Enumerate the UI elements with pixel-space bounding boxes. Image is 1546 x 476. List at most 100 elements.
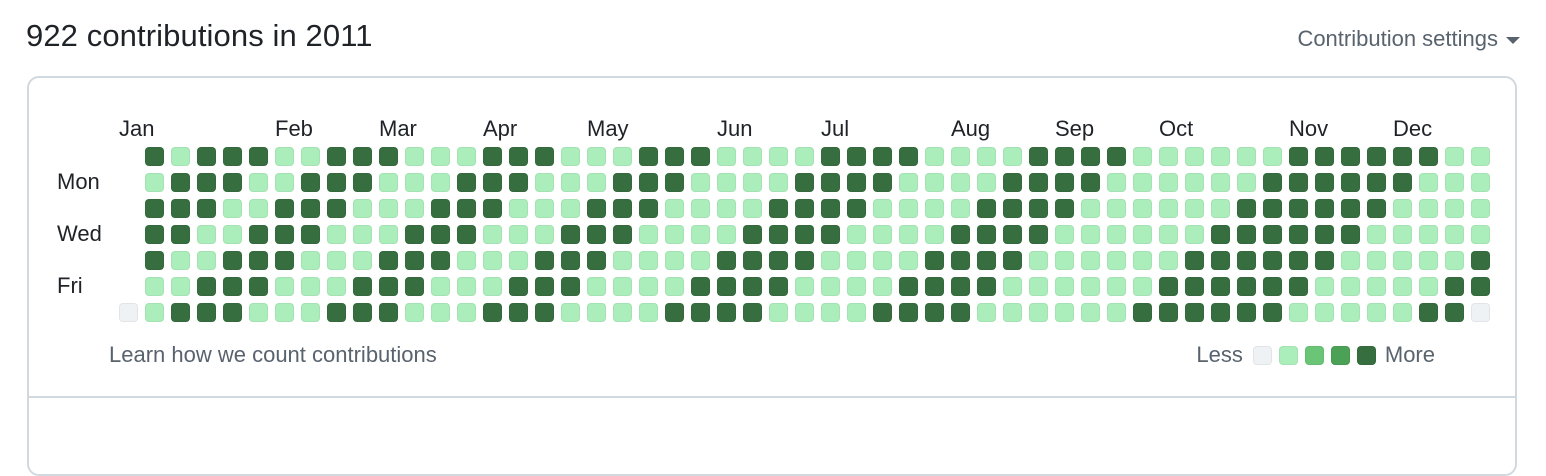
contribution-cell[interactable] bbox=[899, 199, 918, 218]
contribution-cell[interactable] bbox=[1081, 251, 1100, 270]
contribution-cell[interactable] bbox=[509, 251, 528, 270]
contribution-cell[interactable] bbox=[1055, 277, 1074, 296]
contribution-cell[interactable] bbox=[1029, 199, 1048, 218]
contribution-cell[interactable] bbox=[457, 173, 476, 192]
contribution-cell[interactable] bbox=[613, 199, 632, 218]
contribution-cell[interactable] bbox=[1081, 225, 1100, 244]
contribution-cell[interactable] bbox=[847, 173, 866, 192]
contribution-cell[interactable] bbox=[743, 277, 762, 296]
contribution-cell[interactable] bbox=[197, 225, 216, 244]
contribution-cell[interactable] bbox=[1289, 251, 1308, 270]
contribution-cell[interactable] bbox=[691, 147, 710, 166]
contribution-cell[interactable] bbox=[1393, 225, 1412, 244]
contribution-cell[interactable] bbox=[301, 277, 320, 296]
contribution-cell[interactable] bbox=[925, 225, 944, 244]
contribution-cell[interactable] bbox=[1107, 225, 1126, 244]
contribution-cell[interactable] bbox=[1003, 173, 1022, 192]
contribution-cell[interactable] bbox=[795, 147, 814, 166]
contribution-cell[interactable] bbox=[431, 277, 450, 296]
contribution-cell[interactable] bbox=[1419, 251, 1438, 270]
contribution-cell[interactable] bbox=[613, 251, 632, 270]
contribution-cell[interactable] bbox=[847, 251, 866, 270]
contribution-cell[interactable] bbox=[899, 277, 918, 296]
contribution-cell[interactable] bbox=[1367, 147, 1386, 166]
contribution-cell[interactable] bbox=[769, 147, 788, 166]
contribution-cell[interactable] bbox=[353, 173, 372, 192]
contribution-cell[interactable] bbox=[379, 303, 398, 322]
contribution-cell[interactable] bbox=[197, 303, 216, 322]
contribution-cell[interactable] bbox=[873, 303, 892, 322]
contribution-cell[interactable] bbox=[1419, 225, 1438, 244]
contribution-cell[interactable] bbox=[1159, 147, 1178, 166]
contribution-cell[interactable] bbox=[1159, 303, 1178, 322]
contribution-cell[interactable] bbox=[405, 199, 424, 218]
contribution-cell[interactable] bbox=[353, 199, 372, 218]
contribution-cell[interactable] bbox=[1211, 199, 1230, 218]
contribution-cell[interactable] bbox=[379, 173, 398, 192]
contribution-cell[interactable] bbox=[1133, 277, 1152, 296]
contribution-cell[interactable] bbox=[379, 199, 398, 218]
contribution-cell[interactable] bbox=[353, 303, 372, 322]
contribution-cell[interactable] bbox=[821, 173, 840, 192]
contribution-cell[interactable] bbox=[1367, 173, 1386, 192]
contribution-cell[interactable] bbox=[795, 303, 814, 322]
contribution-cell[interactable] bbox=[873, 277, 892, 296]
contribution-cell[interactable] bbox=[483, 277, 502, 296]
contribution-cell[interactable] bbox=[1341, 173, 1360, 192]
contribution-cell[interactable] bbox=[405, 225, 424, 244]
contribution-cell[interactable] bbox=[951, 277, 970, 296]
contribution-cell[interactable] bbox=[899, 147, 918, 166]
contribution-cell[interactable] bbox=[951, 303, 970, 322]
contribution-cell[interactable] bbox=[1419, 199, 1438, 218]
contribution-cell[interactable] bbox=[1133, 251, 1152, 270]
contribution-cell[interactable] bbox=[717, 251, 736, 270]
contribution-cell[interactable] bbox=[1185, 303, 1204, 322]
contribution-cell[interactable] bbox=[379, 277, 398, 296]
contribution-cell[interactable] bbox=[1289, 277, 1308, 296]
contribution-cell[interactable] bbox=[665, 277, 684, 296]
contribution-cell[interactable] bbox=[1107, 251, 1126, 270]
contribution-cell[interactable] bbox=[1185, 199, 1204, 218]
contribution-cell[interactable] bbox=[1393, 303, 1412, 322]
contribution-cell[interactable] bbox=[587, 277, 606, 296]
contribution-cell[interactable] bbox=[795, 199, 814, 218]
contribution-cell[interactable] bbox=[1445, 173, 1464, 192]
contribution-cell[interactable] bbox=[1367, 199, 1386, 218]
contribution-cell[interactable] bbox=[197, 199, 216, 218]
contribution-cell[interactable] bbox=[639, 225, 658, 244]
contribution-cell[interactable] bbox=[483, 251, 502, 270]
contribution-cell[interactable] bbox=[223, 303, 242, 322]
contribution-cell[interactable] bbox=[327, 199, 346, 218]
contribution-cell[interactable] bbox=[1393, 277, 1412, 296]
contribution-cell[interactable] bbox=[1159, 173, 1178, 192]
contribution-cell[interactable] bbox=[665, 199, 684, 218]
contribution-cell[interactable] bbox=[197, 147, 216, 166]
contribution-cell[interactable] bbox=[1185, 147, 1204, 166]
contribution-cell[interactable] bbox=[691, 173, 710, 192]
contribution-cell[interactable] bbox=[743, 173, 762, 192]
contribution-cell[interactable] bbox=[145, 303, 164, 322]
contribution-cell[interactable] bbox=[1159, 277, 1178, 296]
contribution-cell[interactable] bbox=[1341, 225, 1360, 244]
contribution-cell[interactable] bbox=[561, 251, 580, 270]
contribution-cell[interactable] bbox=[769, 277, 788, 296]
contribution-cell[interactable] bbox=[743, 225, 762, 244]
contribution-cell[interactable] bbox=[639, 199, 658, 218]
contribution-cell[interactable] bbox=[1367, 277, 1386, 296]
contribution-cell[interactable] bbox=[691, 225, 710, 244]
contribution-cell[interactable] bbox=[1315, 225, 1334, 244]
contribution-cell[interactable] bbox=[223, 277, 242, 296]
contribution-cell[interactable] bbox=[197, 277, 216, 296]
contribution-cell[interactable] bbox=[613, 277, 632, 296]
contribution-cell[interactable] bbox=[977, 147, 996, 166]
contribution-cell[interactable] bbox=[977, 173, 996, 192]
contribution-cell[interactable] bbox=[1107, 147, 1126, 166]
contribution-cell[interactable] bbox=[145, 173, 164, 192]
contribution-cell[interactable] bbox=[457, 277, 476, 296]
contribution-cell[interactable] bbox=[821, 303, 840, 322]
contribution-cell[interactable] bbox=[717, 277, 736, 296]
contribution-cell[interactable] bbox=[353, 147, 372, 166]
contribution-cell[interactable] bbox=[769, 251, 788, 270]
contribution-cell[interactable] bbox=[561, 225, 580, 244]
contribution-cell[interactable] bbox=[1263, 277, 1282, 296]
